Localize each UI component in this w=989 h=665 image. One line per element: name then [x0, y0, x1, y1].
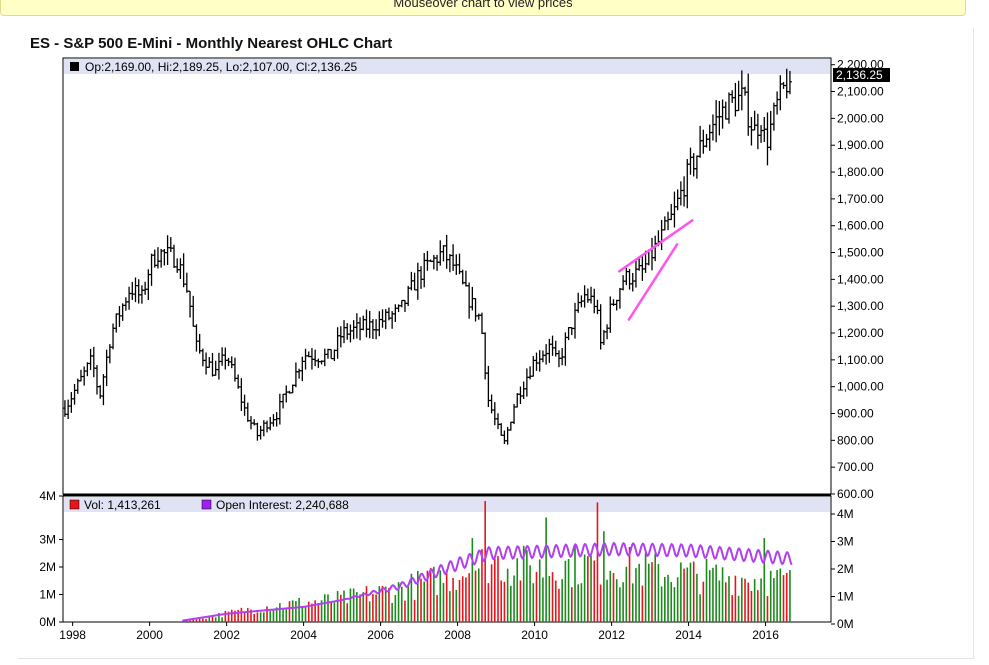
time-axis: 1998 2000 2002 2004 2006 2008 2010 2012 2014 2016: [59, 622, 779, 642]
trendline: [618, 219, 694, 273]
time-tick-label: 2002: [213, 628, 240, 642]
price-legend-text: Op:2,169.00, Hi:2,189.25, Lo:2,107.00, C…: [85, 60, 358, 74]
chart-title: ES - S&P 500 E-Mini - Monthly Nearest OH…: [30, 35, 392, 52]
time-tick-label: 2006: [367, 628, 394, 642]
volume-tick-right-label: 2M: [837, 562, 854, 576]
price-tick-label: 1,900.00: [837, 138, 884, 152]
time-tick-label: 2014: [675, 628, 702, 642]
price-tick-label: 1,200.00: [837, 326, 884, 340]
oi-legend-swatch: [201, 499, 212, 510]
price-tick-label: 1,300.00: [837, 299, 884, 313]
volume-bars: [182, 501, 791, 622]
open-interest-line: [182, 541, 793, 622]
price-axis: 600.00 700.00 800.00 900.00 1,000.00 1,100.00…: [831, 58, 884, 501]
chart-card: ES - S&P 500 E-Mini - Monthly Nearest OH…: [18, 28, 974, 659]
price-tick-label: 2,000.00: [837, 111, 884, 125]
ohlc-chart[interactable]: ES - S&P 500 E-Mini - Monthly Nearest OH…: [18, 28, 973, 658]
oi-legend-text: Open Interest: 2,240,688: [216, 498, 349, 512]
price-tick-label: 1,400.00: [837, 272, 884, 286]
volume-tick-right-label: 1M: [837, 590, 854, 604]
volume-legend-swatch: [69, 499, 80, 510]
time-tick-label: 2010: [521, 628, 548, 642]
price-tick-label: 600.00: [837, 487, 874, 501]
price-tick-label: 1,100.00: [837, 353, 884, 367]
price-tick-label: 1,700.00: [837, 192, 884, 206]
price-tick-label: 1,600.00: [837, 219, 884, 233]
volume-tick-right-label: 3M: [837, 535, 854, 549]
price-tick-label: 800.00: [837, 433, 874, 447]
price-legend-swatch: [70, 62, 79, 71]
open-interest-path: [182, 541, 793, 622]
price-tick-label: 1,500.00: [837, 246, 884, 260]
price-legend-bar: [64, 59, 830, 74]
trendline: [627, 243, 679, 321]
price-tick-label: 2,100.00: [837, 85, 884, 99]
time-tick-label: 2008: [444, 628, 471, 642]
volume-axis: 0M 1M 2M 3M 4M 0M 1M 2M 3M 4M: [39, 489, 853, 631]
price-bars: [62, 68, 792, 445]
volume-tick-left-label: 2M: [39, 560, 56, 574]
price-tick-label: 700.00: [837, 460, 874, 474]
time-tick-label: 2012: [598, 628, 625, 642]
price-tick-label: 1,000.00: [837, 380, 884, 394]
price-tick-label: 1,800.00: [837, 165, 884, 179]
time-tick-label: 2016: [752, 628, 779, 642]
volume-tick-right-label: 4M: [837, 507, 854, 521]
volume-legend-text: Vol: 1,413,261: [84, 498, 161, 512]
time-tick-label: 1998: [59, 628, 86, 642]
last-price-label: 2,136.25: [836, 68, 883, 82]
time-tick-label: 2000: [136, 628, 163, 642]
time-tick-label: 2004: [290, 628, 317, 642]
volume-tick-left-label: 1M: [39, 588, 56, 602]
trendlines: [618, 219, 694, 321]
price-tick-label: 900.00: [837, 407, 874, 421]
volume-tick-right-label: 0M: [837, 617, 854, 631]
volume-tick-left-label: 0M: [39, 615, 56, 629]
volume-legend-bar: [64, 497, 830, 512]
volume-tick-left-label: 4M: [39, 489, 56, 503]
volume-tick-left-label: 3M: [39, 533, 56, 547]
last-price-box: [833, 68, 890, 82]
banner-text: Mouseover chart to view prices: [393, 0, 573, 10]
mouseover-banner: Mouseover chart to view prices: [0, 0, 966, 16]
